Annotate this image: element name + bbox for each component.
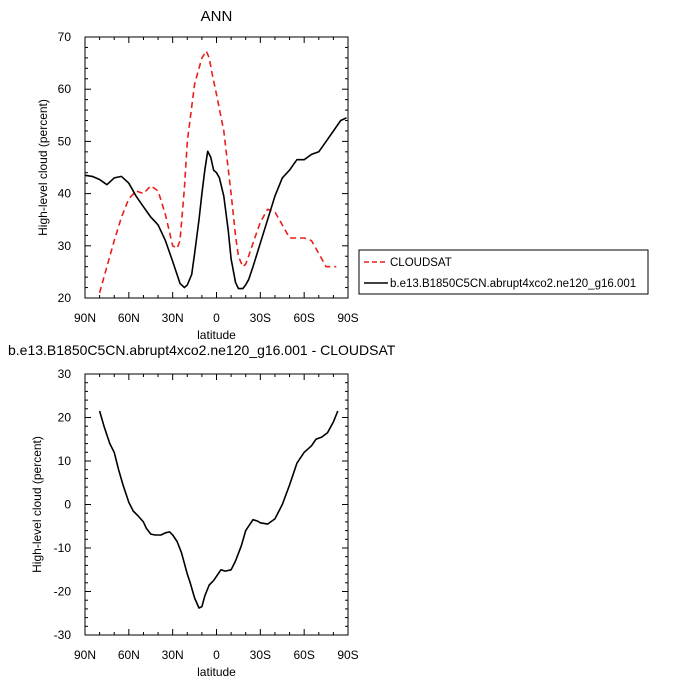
y-tick-label: 40 [58, 187, 72, 201]
x-tick-label: 60S [293, 311, 314, 325]
x-tick-label: 30S [250, 311, 271, 325]
x-tick-label: 90S [337, 311, 358, 325]
legend-label: CLOUDSAT [390, 257, 452, 269]
panel-2: b.e13.B1850C5CN.abrupt4xco2.ne120_g16.00… [8, 342, 396, 679]
y-tick-label: 0 [64, 498, 71, 512]
plot-frame [84, 36, 349, 299]
series-line-b-e13-b1850c5cn-abrupt4xco2-ne120-g16-001 [85, 117, 347, 290]
y-tick-label: 70 [58, 30, 72, 44]
y-tick-label: 30 [58, 367, 72, 381]
chart-title: ANN [201, 8, 233, 25]
x-tick-label: 30S [250, 648, 271, 662]
y-tick-label: -20 [54, 585, 72, 599]
x-tick-label: 60N [118, 648, 140, 662]
x-tick-label: 60N [118, 311, 140, 325]
y-tick-label: 60 [58, 82, 72, 96]
x-tick-label: 0 [213, 648, 220, 662]
series-line-difference [98, 410, 339, 609]
x-tick-label: 30N [162, 311, 184, 325]
panel-1: ANN 90N 60N 30N 0 30S 60S 90S 20 30 40 50 60 70 latitu… [36, 8, 649, 342]
x-tick-label: 30N [162, 648, 184, 662]
y-axis-label: High-level cloud (percent) [30, 436, 44, 573]
plot-frame [84, 373, 349, 636]
series-line-cloudsat [98, 50, 337, 294]
y-tick-label: 30 [58, 239, 72, 253]
x-tick-label: 60S [293, 648, 314, 662]
legend-box [358, 249, 649, 295]
x-tick-label: 90S [337, 648, 358, 662]
x-axis-label: latitude [197, 328, 236, 342]
y-tick-label: 50 [58, 134, 72, 148]
x-tick-label: 90N [74, 648, 96, 662]
chart-title: b.e13.B1850C5CN.abrupt4xco2.ne120_g16.00… [8, 342, 396, 358]
legend: CLOUDSAT b.e13.B1850C5CN.abrupt4xco2.ne12… [358, 249, 649, 295]
y-axis-label: High-level cloud (percent) [36, 99, 50, 236]
y-tick-label: -10 [54, 541, 72, 555]
y-tick-label: 20 [58, 411, 72, 425]
y-tick-label: 10 [58, 454, 72, 468]
x-tick-label: 90N [74, 311, 96, 325]
legend-label: b.e13.B1850C5CN.abrupt4xco2.ne120_g16.00… [390, 278, 636, 290]
x-axis-label: latitude [197, 665, 236, 679]
x-tick-label: 0 [213, 311, 220, 325]
y-tick-label: 20 [58, 291, 72, 305]
y-tick-label: -30 [54, 628, 72, 642]
